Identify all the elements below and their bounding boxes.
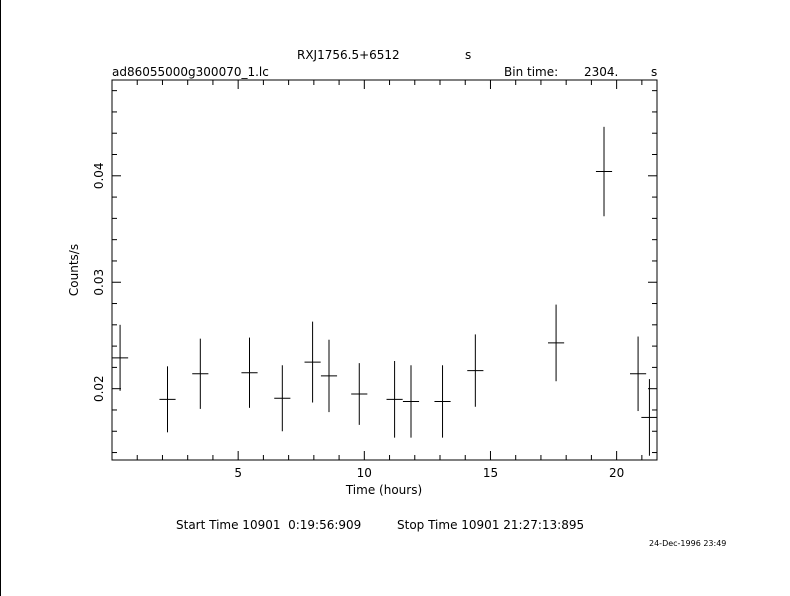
data-point xyxy=(467,334,484,407)
x-axis-label: Time (hours) xyxy=(345,483,422,497)
data-point xyxy=(304,321,321,403)
data-point xyxy=(274,365,291,432)
plot-frame xyxy=(111,79,658,461)
data-point xyxy=(641,379,657,456)
data-point xyxy=(548,304,565,382)
data-point xyxy=(595,126,613,217)
start-time-label: Start Time 10901 0:19:56:909 xyxy=(176,518,362,532)
data-point xyxy=(320,339,338,413)
bin-time-label: Bin time: xyxy=(504,65,559,79)
stop-time-label: Stop Time 10901 21:27:13:895 xyxy=(397,518,585,532)
data-point xyxy=(159,366,176,433)
bin-time-value: 2304. xyxy=(584,65,619,79)
chart-title: RXJ1756.5+6512 xyxy=(297,48,400,62)
data-point xyxy=(630,336,647,412)
y-tick-label: 0.03 xyxy=(92,269,106,296)
x-tick-label: 10 xyxy=(357,466,372,480)
data-point xyxy=(402,365,420,438)
data-point xyxy=(386,361,403,438)
data-point xyxy=(434,365,451,438)
y-tick-label: 0.04 xyxy=(92,162,106,189)
data-point xyxy=(241,337,258,408)
data-points xyxy=(112,126,657,456)
data-point xyxy=(112,324,129,391)
data-point xyxy=(351,363,368,425)
window-left-edge xyxy=(0,0,1,596)
x-tick-label: 5 xyxy=(234,466,242,480)
chart-title-unit: s xyxy=(465,48,472,62)
plot-timestamp: 24-Dec-1996 23:49 xyxy=(649,539,727,548)
x-tick-label: 15 xyxy=(483,466,498,480)
axis-tick-labels: 5 10 15 20 0.02 0.03 0.04 xyxy=(92,162,624,480)
data-point xyxy=(192,338,209,409)
filename-label: ad86055000g300070_1.lc xyxy=(112,65,269,79)
y-tick-label: 0.02 xyxy=(92,375,106,402)
axis-ticks xyxy=(112,80,657,460)
x-tick-label: 20 xyxy=(609,466,624,480)
bin-time-unit: s xyxy=(651,65,658,79)
y-axis-label: Counts/s xyxy=(67,244,81,296)
